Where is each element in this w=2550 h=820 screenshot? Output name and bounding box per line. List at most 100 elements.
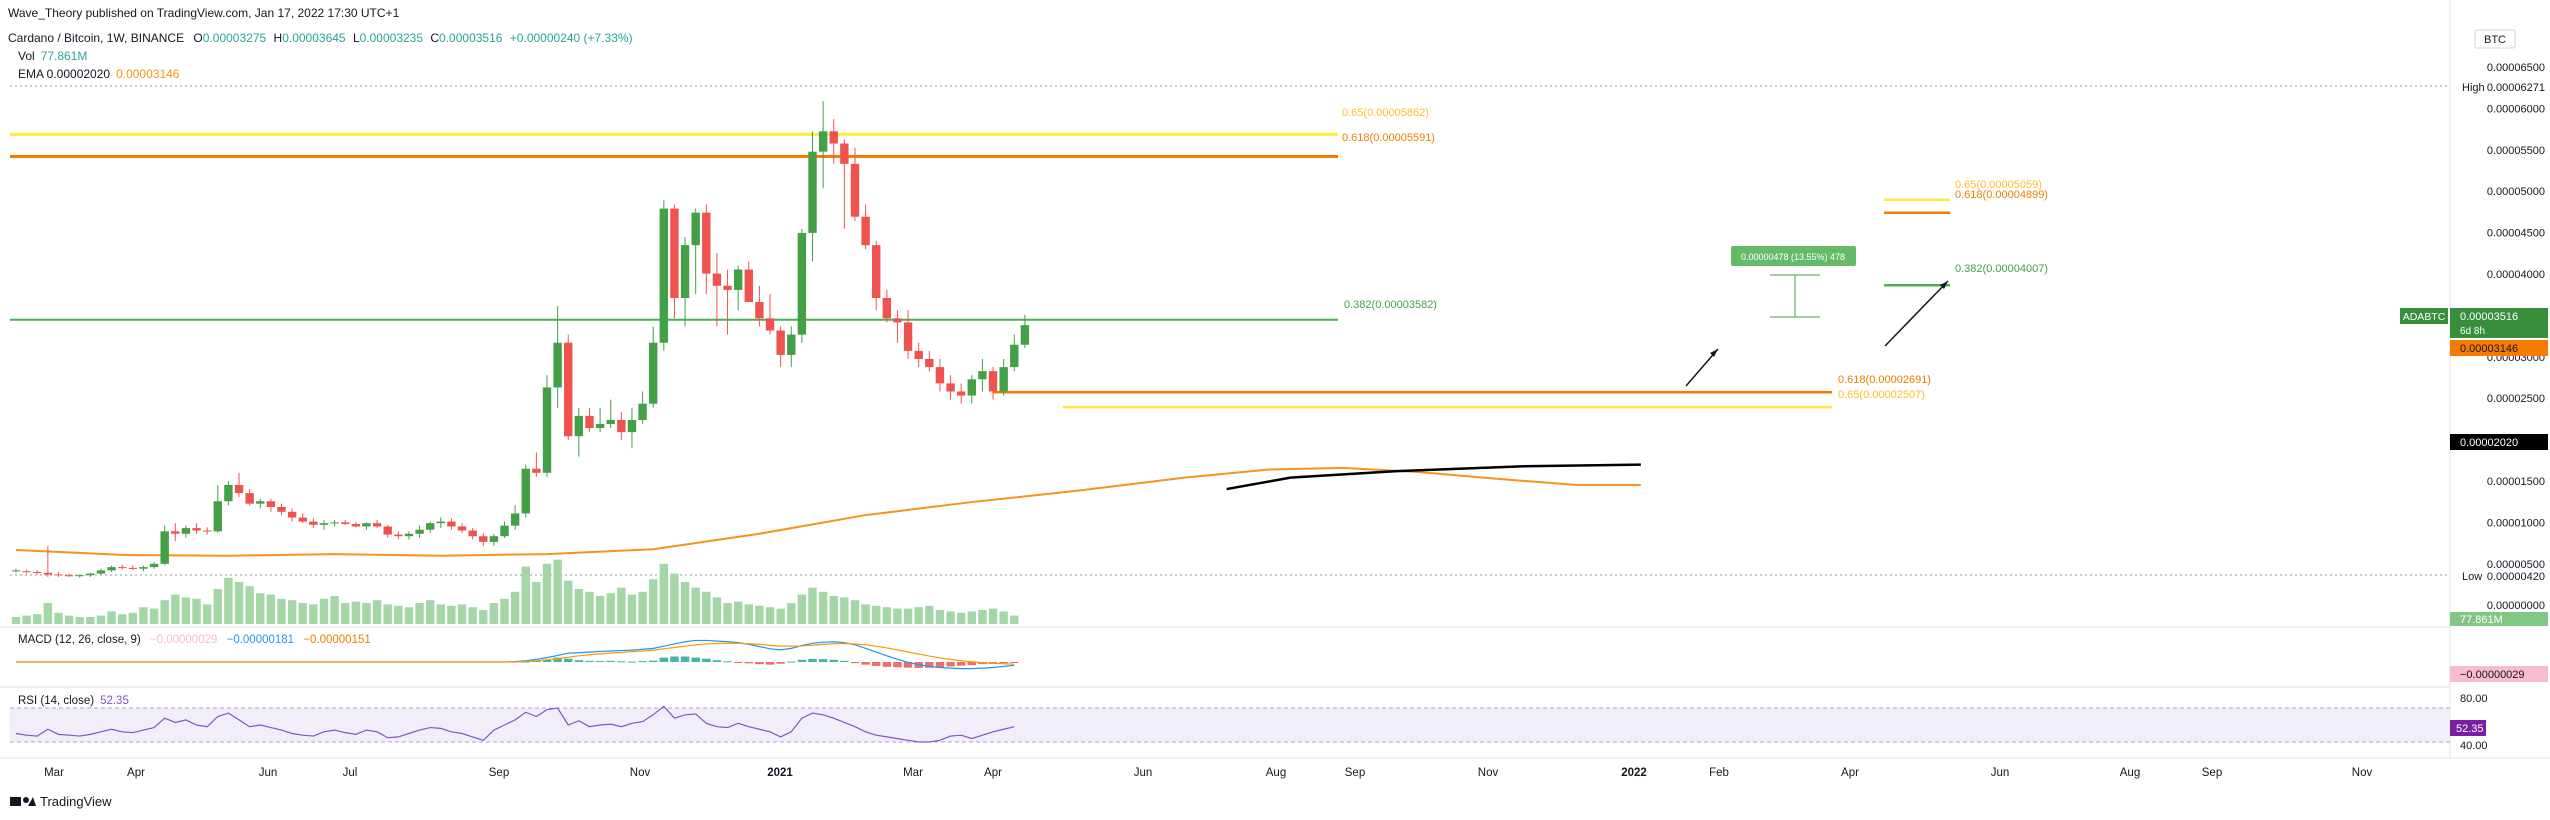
volume-bar xyxy=(479,610,488,624)
fib-0382-right-label: 0.382(0.00004007) xyxy=(1955,263,2048,275)
volume-bar xyxy=(935,610,945,624)
high-tag xyxy=(2453,79,2547,95)
candle-body xyxy=(659,208,669,343)
candle-body xyxy=(277,506,286,512)
rsi-axis-tag xyxy=(2450,720,2486,736)
candle-body xyxy=(64,575,74,577)
time-tick-label: Aug xyxy=(2120,767,2140,779)
candle-body xyxy=(574,415,584,437)
volume-bar xyxy=(425,600,435,624)
macd-hist-bar xyxy=(829,659,838,662)
candle-body xyxy=(649,342,658,404)
candle-body xyxy=(585,415,594,429)
time-tick-label: Jun xyxy=(1134,767,1153,779)
macd-legend[interactable]: MACD (12, 26, close, 9) −0.00000029 −0.0… xyxy=(18,634,371,646)
volume-bar xyxy=(319,598,329,624)
legend-ema[interactable]: EMA 0.00002020 0.00003146 xyxy=(18,67,180,81)
macd-hist-bar xyxy=(882,662,892,667)
macd-hist-bar xyxy=(744,662,753,664)
candle-body xyxy=(171,531,180,534)
candle-body xyxy=(723,285,732,290)
volume-bar xyxy=(107,611,116,624)
candle-body xyxy=(192,528,201,531)
volume-bar xyxy=(362,603,371,624)
candle-body xyxy=(829,131,838,144)
volume-bar xyxy=(606,593,615,624)
rsi-axis-value: 52.35 xyxy=(2456,723,2484,735)
macd-hist-bar xyxy=(670,656,679,662)
candle-body xyxy=(903,322,913,351)
candle-body xyxy=(553,342,562,388)
ema-price-value: 0.00003146 xyxy=(2460,343,2518,355)
candle-body xyxy=(861,216,870,246)
volume-bar xyxy=(893,608,902,624)
macd-hist-bar xyxy=(649,660,658,662)
volume-bar xyxy=(532,582,541,624)
macd-hist-bar xyxy=(1010,662,1019,663)
candle-body xyxy=(850,163,860,217)
ema200-line xyxy=(1226,463,1641,491)
volume-bar xyxy=(680,582,690,624)
volume-bar xyxy=(415,603,424,624)
candle-body xyxy=(787,334,796,355)
candle-body xyxy=(54,574,63,576)
macd-hist-bar xyxy=(595,661,605,663)
macd-hist-bar xyxy=(659,657,669,662)
candle-body xyxy=(691,212,700,246)
candle-body xyxy=(489,536,499,542)
volume-bar xyxy=(22,615,31,624)
macd-hist-bar xyxy=(585,660,594,662)
currency-badge[interactable] xyxy=(2474,29,2516,49)
volume-bar xyxy=(75,617,84,624)
macd-hist-bar xyxy=(733,662,743,663)
rsi-legend[interactable]: RSI (14, close) 52.35 xyxy=(18,695,129,707)
fib-support-0618-label: 0.618(0.00002691) xyxy=(1838,374,1931,386)
candle-body xyxy=(978,371,987,380)
time-tick-label: Sep xyxy=(2202,767,2222,779)
candle-body xyxy=(510,513,520,526)
candle-body xyxy=(139,567,148,569)
volume-bar xyxy=(542,563,552,624)
legend-vol[interactable]: Vol 77.861M xyxy=(18,49,87,63)
time-axis[interactable]: Mar Apr Jun Jul Sep Nov 2021 Mar Apr Jun Aug Sep Nov… xyxy=(44,767,2372,779)
candle-body xyxy=(86,573,95,576)
volume-bar xyxy=(956,612,966,624)
time-tick-label: Apr xyxy=(127,767,145,779)
volume-bar xyxy=(649,579,658,624)
macd-hist-bar xyxy=(861,662,870,665)
volume-bar xyxy=(213,589,222,624)
vol-price-value: 77.861M xyxy=(2460,614,2503,626)
macd-hist-bar xyxy=(553,657,562,662)
candle-body xyxy=(595,424,605,429)
time-tick-label: Nov xyxy=(2352,767,2373,779)
arrow-head xyxy=(1940,281,1948,289)
candle-body xyxy=(22,571,31,573)
volume-bar xyxy=(372,600,382,624)
rsi-axis-40: 40.00 xyxy=(2460,740,2488,752)
volume-bar xyxy=(341,603,350,624)
price-tick-label: 0.00000500 xyxy=(2487,559,2545,571)
time-tick-label: Jul xyxy=(343,767,358,779)
candle-body xyxy=(840,143,849,164)
candle-body xyxy=(202,530,212,532)
candle-body xyxy=(383,526,392,535)
candle-body xyxy=(213,501,222,532)
macd-hist-bar xyxy=(638,661,647,663)
macd-hist-bar xyxy=(797,659,807,662)
candle-body xyxy=(797,232,807,335)
macd-hist-bar xyxy=(893,662,902,668)
candle-body xyxy=(808,151,817,233)
arrow-drawing[interactable] xyxy=(1884,280,1949,347)
volume-bar xyxy=(925,605,934,624)
measure-label-box[interactable] xyxy=(1731,246,1856,266)
legend-symbol[interactable]: Cardano / Bitcoin, 1W, BINANCE O0.000032… xyxy=(8,31,633,45)
volume-bar xyxy=(457,604,467,624)
price-tick-label: 0.00005500 xyxy=(2487,145,2545,157)
time-tick-label: Jun xyxy=(259,767,278,779)
volume-bar xyxy=(11,617,21,624)
candles[interactable] xyxy=(11,101,1030,578)
volume-bar xyxy=(765,607,775,624)
low-tag-value: 0.00000420 xyxy=(2487,571,2545,583)
candle-body xyxy=(415,529,424,534)
